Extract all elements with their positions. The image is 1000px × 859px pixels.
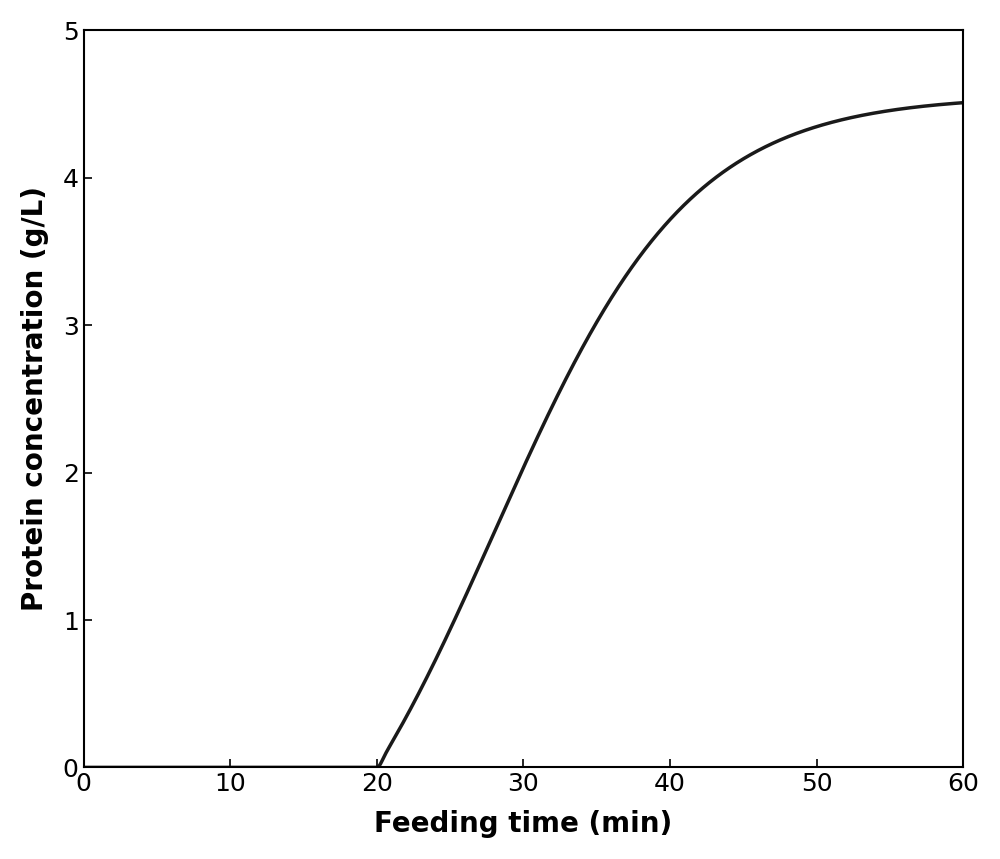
X-axis label: Feeding time (min): Feeding time (min) xyxy=(374,810,673,838)
Y-axis label: Protein concentration (g/L): Protein concentration (g/L) xyxy=(21,186,49,612)
